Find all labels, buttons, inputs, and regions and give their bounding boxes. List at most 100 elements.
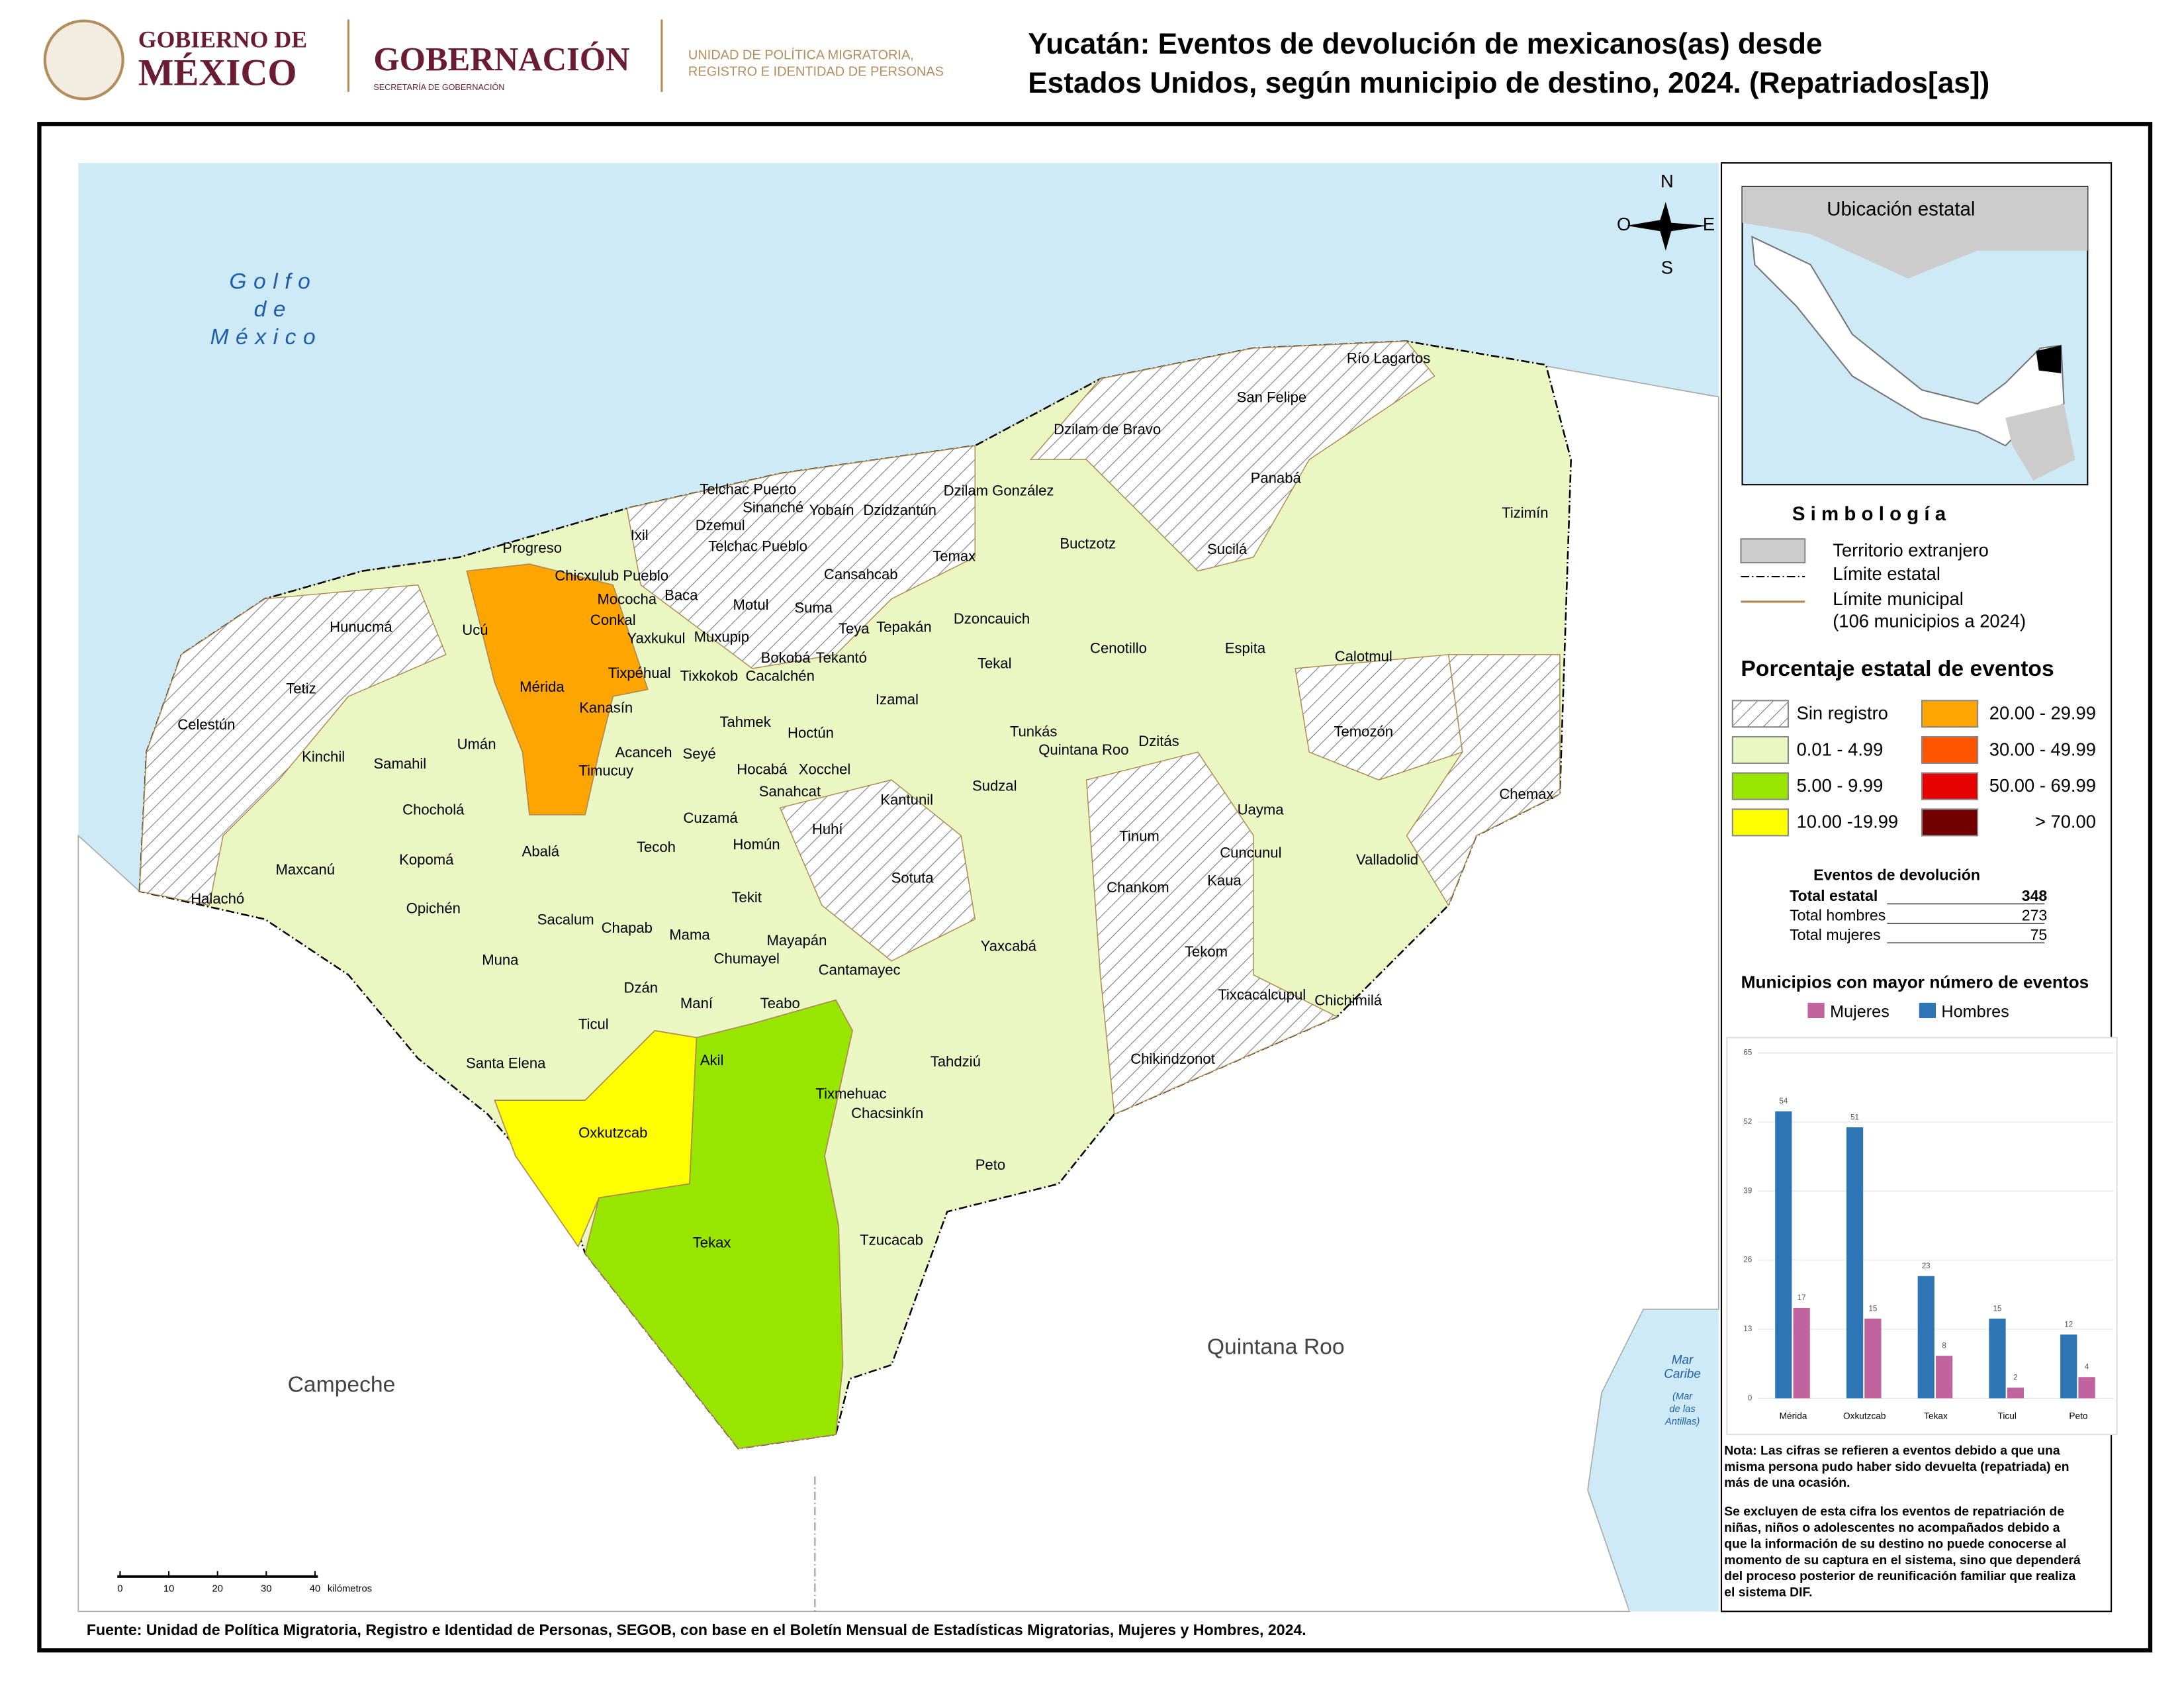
municipality-label: Tunkás bbox=[1010, 724, 1058, 740]
municipality-label: Hoctún bbox=[788, 725, 834, 741]
scale-label: 0 bbox=[117, 1584, 122, 1595]
municipality-label: Kaua bbox=[1207, 872, 1242, 889]
municipality-label: Cuncunul bbox=[1220, 845, 1281, 861]
municipality-label: Sucilá bbox=[1207, 541, 1248, 557]
logo-text: GOBERNACIÓN bbox=[373, 40, 629, 77]
logo-text: MÉXICO bbox=[138, 52, 297, 94]
y-tick-label: 39 bbox=[1743, 1187, 1752, 1195]
municipality-label: Telchac Pueblo bbox=[708, 538, 807, 555]
municipality-label: Dzitás bbox=[1138, 733, 1179, 749]
municipality-label: Kopomá bbox=[399, 851, 454, 868]
municipality-label: Cuzamá bbox=[683, 810, 738, 826]
municipality-label: Mayapán bbox=[767, 932, 827, 949]
municipality-label: Muna bbox=[482, 952, 519, 968]
municipality-label: Tetiz bbox=[286, 680, 316, 696]
municipality-label: Chankom bbox=[1107, 879, 1169, 896]
compass-label: N bbox=[1661, 171, 1674, 191]
municipality-label: Kinchil bbox=[302, 748, 345, 765]
municipality-label: Tepakán bbox=[876, 619, 931, 635]
municipality-label: Teabo bbox=[760, 995, 800, 1011]
logo-text: SECRETARÍA DE GOBERNACIÓN bbox=[373, 82, 504, 92]
municipality-label: Cacalchén bbox=[746, 667, 815, 684]
municipality-label: Panabá bbox=[1251, 470, 1302, 487]
municipality-label: Buctzotz bbox=[1060, 535, 1116, 551]
municipality-label: Tekal bbox=[978, 655, 1012, 671]
note: misma persona pudo haber sido devuelta (… bbox=[1724, 1460, 2069, 1474]
legend-swatch bbox=[1921, 700, 1979, 728]
municipality-label: Tekit bbox=[732, 889, 762, 906]
municipality-label: Hocabá bbox=[737, 761, 788, 777]
note: niñas, niños o adolescentes no acompañad… bbox=[1724, 1521, 2060, 1535]
no-data-area bbox=[139, 584, 447, 906]
value-label: 17 bbox=[1797, 1294, 1806, 1302]
municipality-label: Dzoncauich bbox=[954, 610, 1030, 627]
municipality-label: Oxkutzcab bbox=[578, 1124, 647, 1141]
municipality-label: Muxupip bbox=[694, 628, 749, 645]
legend-label: > 70.00 bbox=[2035, 812, 2096, 832]
logo-text: REGISTRO E IDENTIDAD DE PERSONAS bbox=[688, 65, 944, 79]
caribe-label: Caribe bbox=[1664, 1368, 1701, 1382]
note: que la información de su destino no pued… bbox=[1724, 1536, 2066, 1551]
symbology-item: (106 municipios a 2024) bbox=[1833, 611, 2026, 632]
municipality-label: Cansahcab bbox=[824, 566, 898, 583]
y-tick-label: 65 bbox=[1743, 1049, 1752, 1057]
compass-label: S bbox=[1661, 257, 1673, 277]
municipality-label: Tixkokob bbox=[680, 667, 739, 684]
note: momento de su captura en el sistema, sin… bbox=[1724, 1553, 2081, 1568]
stats-label: Total hombres bbox=[1790, 907, 1886, 924]
scale-label: 40 bbox=[310, 1584, 320, 1595]
municipality-label: Maxcanú bbox=[275, 861, 335, 878]
legend-swatch bbox=[1921, 808, 1979, 837]
caribe-label: de las bbox=[1669, 1404, 1696, 1415]
sea-label: de bbox=[254, 297, 293, 322]
no-data-area bbox=[1295, 654, 1463, 781]
caribe-label: (Mar bbox=[1672, 1391, 1693, 1402]
logo-text: GOBIERNO DE bbox=[138, 26, 307, 52]
municipality-label: Chichimilá bbox=[1314, 992, 1383, 1009]
municipality-label: Chacsinkín bbox=[851, 1105, 923, 1121]
municipality-label: Cantamayec bbox=[819, 961, 901, 978]
sea-label: Golfo bbox=[229, 269, 317, 294]
municipality-label: Maní bbox=[680, 995, 713, 1011]
legend-swatch bbox=[1807, 1002, 1825, 1018]
municipality-label: Tekantó bbox=[816, 649, 867, 666]
municipality-label: Akil bbox=[700, 1052, 724, 1068]
x-tick-label: Oxkutzcab bbox=[1843, 1411, 1886, 1421]
municipality-label: Progreso bbox=[502, 539, 562, 556]
municipality-label: Baca bbox=[664, 586, 698, 603]
no-data-area bbox=[1406, 654, 1561, 907]
municipality-label: Sacalum bbox=[537, 912, 594, 928]
legend-label: 5.00 - 9.99 bbox=[1797, 775, 1884, 796]
municipality-label: Opichén bbox=[406, 900, 461, 917]
municipality-label: Yaxkukul bbox=[627, 630, 685, 647]
bar bbox=[1846, 1127, 1864, 1399]
legend-swatch bbox=[1731, 700, 1790, 728]
legend-swatch bbox=[1919, 1002, 1936, 1018]
municipality-label: Dzán bbox=[624, 980, 659, 996]
municipality-label: Homún bbox=[733, 836, 780, 853]
stats-label: Total mujeres bbox=[1790, 926, 1881, 943]
stats-value: 273 bbox=[2022, 907, 2048, 924]
symbology-title: S i m b o l o g í a bbox=[1792, 503, 1946, 525]
bar bbox=[2060, 1335, 2077, 1399]
legend-swatch bbox=[1731, 808, 1790, 837]
municipality-label: Tzucacab bbox=[860, 1231, 923, 1248]
municipality-label: Sotuta bbox=[891, 869, 934, 886]
municipality-label: Ucú bbox=[462, 622, 488, 638]
value-label: 15 bbox=[1868, 1305, 1877, 1313]
legend-label: Mujeres bbox=[1830, 1002, 1889, 1021]
caribe-label: Mar bbox=[1672, 1354, 1694, 1368]
municipality-label: Kantunil bbox=[880, 792, 933, 808]
source: Fuente: Unidad de Política Migratoria, R… bbox=[87, 1621, 1306, 1638]
municipality-label: Halachó bbox=[191, 890, 244, 907]
legend-label: Sin registro bbox=[1797, 703, 1888, 724]
municipality-label: Hunucmá bbox=[330, 619, 392, 635]
municipality-label: Telchac Puerto bbox=[700, 481, 796, 497]
legend-label: 0.01 - 4.99 bbox=[1797, 739, 1884, 759]
municipality-label: Mérida bbox=[520, 679, 565, 695]
municipality-label: Tixmehuac bbox=[815, 1086, 886, 1102]
y-tick-label: 52 bbox=[1743, 1118, 1752, 1126]
bar bbox=[2007, 1387, 2024, 1399]
municipality-label: Xocchel bbox=[799, 761, 851, 777]
